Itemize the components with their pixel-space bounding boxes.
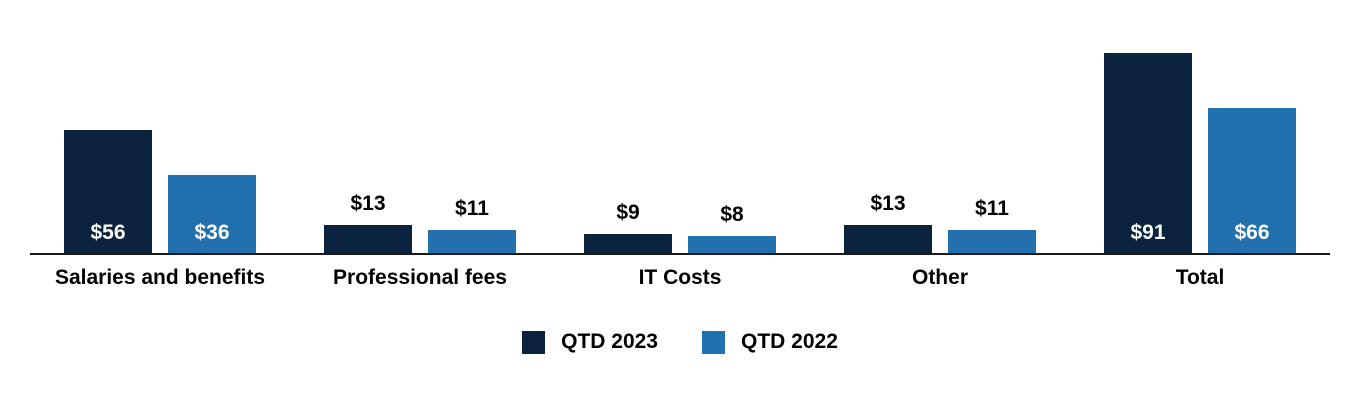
- bar-value-label: $11: [975, 196, 1009, 220]
- category-label: Total: [1175, 266, 1225, 289]
- category-label: Other: [911, 266, 968, 289]
- x-axis-line: [30, 253, 1330, 255]
- bar-group: $91 $66: [1070, 0, 1330, 254]
- category-axis: Salaries and benefits Professional fees IT…: [30, 264, 1330, 292]
- bar-qtd-2022: $8: [688, 203, 776, 254]
- bar-value-label: $91: [1130, 221, 1166, 244]
- legend-swatch-icon: [702, 330, 725, 354]
- bar-qtd-2023: $91: [1104, 53, 1192, 254]
- bar-group: $56 $36: [30, 0, 290, 254]
- legend-swatch-icon: [522, 330, 546, 354]
- category-label: Professional fees: [333, 266, 507, 289]
- bar-qtd-2022: $36: [168, 174, 256, 254]
- plot-area: $56 $36 $13 $11 $9 $8 $13 $11 $91 $66: [30, 0, 1330, 254]
- bar-value-label: $13: [350, 192, 386, 216]
- bar-qtd-2023: $13: [844, 192, 932, 254]
- bar-qtd-2022: $11: [428, 197, 516, 254]
- bar-value-label: $11: [455, 196, 489, 220]
- bar-group: $13 $11: [290, 0, 550, 254]
- bar-group: $9 $8: [550, 0, 810, 254]
- bar-value-label: $36: [194, 221, 230, 244]
- bar-qtd-2022: $11: [948, 197, 1036, 254]
- bar-qtd-2023: $9: [584, 201, 672, 254]
- legend: QTD 2023 QTD 2022: [0, 330, 1360, 354]
- legend-label: QTD 2023: [561, 330, 658, 353]
- bar-value-label: $56: [90, 221, 126, 244]
- category-label: IT Costs: [638, 266, 722, 289]
- bar-qtd-2023: $56: [64, 130, 152, 254]
- legend-item-qtd-2022: QTD 2022: [702, 330, 838, 354]
- bar-group: $13 $11: [810, 0, 1070, 254]
- bar-value-label: $13: [870, 192, 906, 216]
- legend-label: QTD 2022: [741, 330, 838, 353]
- bar-qtd-2023: $13: [324, 192, 412, 254]
- bar-value-label: $66: [1234, 221, 1270, 244]
- legend-item-qtd-2023: QTD 2023: [522, 330, 658, 354]
- category-label: Salaries and benefits: [54, 266, 266, 289]
- bar-value-label: $8: [720, 203, 744, 227]
- bar-value-label: $9: [616, 201, 640, 225]
- bar-qtd-2022: $66: [1208, 108, 1296, 254]
